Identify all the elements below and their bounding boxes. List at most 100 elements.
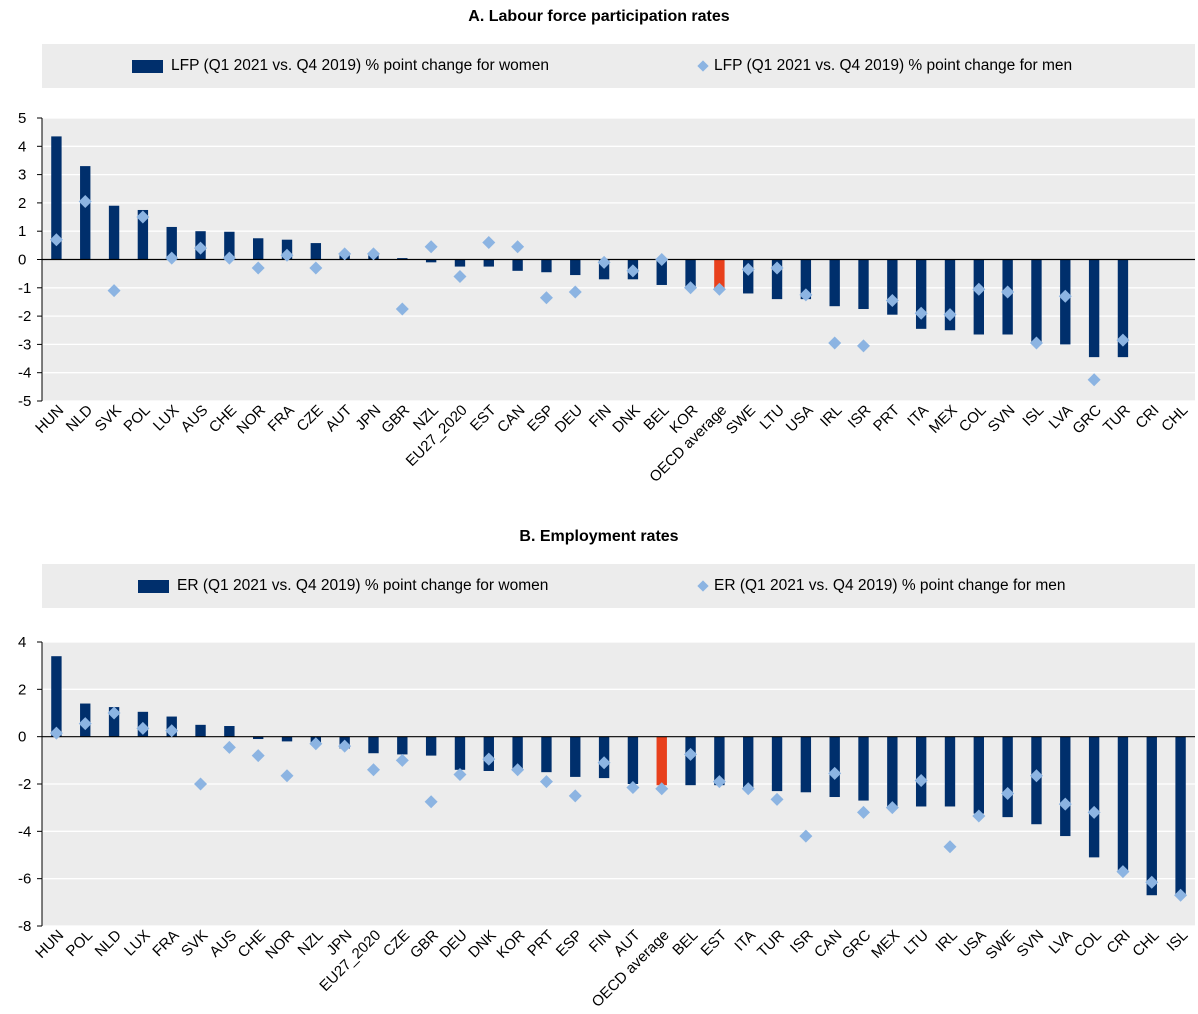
marker-che <box>251 749 265 763</box>
y-tick-label: -8 <box>18 918 31 935</box>
panel-a-legend: LFP (Q1 2021 vs. Q4 2019) % point change… <box>42 44 1195 88</box>
marker-pol <box>78 717 92 731</box>
y-tick-label: 0 <box>18 252 26 269</box>
marker-cze <box>395 753 409 767</box>
bar-can <box>829 736 840 798</box>
category-label: ESP <box>553 927 586 960</box>
y-tick-label: -1 <box>18 280 31 297</box>
category-label: AUS <box>178 402 212 436</box>
marker-lva <box>1058 289 1072 303</box>
panel-b-legend: ER (Q1 2021 vs. Q4 2019) % point change … <box>42 564 1195 608</box>
category-label: DNK <box>465 927 499 961</box>
bar-oecd-average <box>714 259 725 290</box>
marker-jpn <box>338 739 352 753</box>
marker-esp <box>539 291 553 305</box>
bar-can <box>512 259 523 271</box>
bar-tur <box>1117 259 1129 358</box>
bar-svk <box>108 205 120 260</box>
category-label: GBR <box>378 402 413 437</box>
y-tick-label: -4 <box>18 823 31 840</box>
marker-nld <box>78 194 92 208</box>
bar-aut <box>627 736 639 784</box>
bar-est <box>714 736 725 786</box>
category-label: IRL <box>817 402 846 431</box>
y-tick-label: -3 <box>18 336 31 353</box>
marker-mex <box>885 801 899 815</box>
category-label: FRA <box>149 927 182 960</box>
marker-grc <box>857 805 871 819</box>
panel-a-title: A. Labour force participation rates <box>468 8 730 25</box>
marker-cri <box>1116 865 1130 879</box>
bar-che <box>252 736 264 740</box>
marker-can <box>511 240 525 254</box>
category-label: USA <box>956 927 990 961</box>
legend-item-women: LFP (Q1 2021 vs. Q4 2019) % point change… <box>132 44 549 88</box>
marker-deu <box>568 285 582 299</box>
bar-ita <box>915 259 927 329</box>
category-label: CZE <box>293 402 326 435</box>
bar-irl <box>944 736 956 807</box>
category-label: CHL <box>1158 402 1191 435</box>
category-label: SVN <box>1013 927 1047 961</box>
category-label: TUR <box>754 927 788 961</box>
bar-nor <box>281 736 293 742</box>
marker-eu27-2020 <box>453 269 467 283</box>
marker-fra <box>165 724 179 738</box>
marker-prt <box>885 294 899 308</box>
marker-tur <box>770 792 784 806</box>
panel-a-plot: 5 4 3 2 1 0 -1 -2 -3 -4 -5HUNNLDSVKPOLLUXAUSCHENOR… <box>18 110 1195 486</box>
y-tick-label: 2 <box>18 681 26 698</box>
marker-col <box>972 282 986 296</box>
category-label: FIN <box>586 927 615 956</box>
bar-nzl <box>425 259 437 263</box>
marker-hun <box>49 726 63 740</box>
legend-label-women: ER (Q1 2021 vs. Q4 2019) % point change … <box>177 577 549 594</box>
y-tick-label: -6 <box>18 871 31 888</box>
category-label: NZL <box>295 927 327 959</box>
category-label: POL <box>63 927 96 960</box>
category-label: ISL <box>1163 927 1191 955</box>
category-label: CHL <box>1129 927 1162 960</box>
marker-lux <box>165 251 179 265</box>
category-label: AUT <box>322 402 355 435</box>
category-label: LUX <box>150 402 183 435</box>
bar-ltu <box>915 736 927 807</box>
bar-bel <box>685 736 696 786</box>
legend-label-women: LFP (Q1 2021 vs. Q4 2019) % point change… <box>171 57 549 74</box>
bar-prt <box>887 259 898 315</box>
marker-chl <box>1145 875 1159 889</box>
legend-item-men: LFP (Q1 2021 vs. Q4 2019) % point change… <box>697 44 1072 88</box>
y-tick-label: 1 <box>18 223 26 240</box>
category-label: DEU <box>552 402 586 436</box>
y-tick-label: -4 <box>18 365 31 382</box>
category-label: CHE <box>235 927 269 961</box>
marker-nld <box>107 706 121 720</box>
category-label: GRC <box>1069 402 1105 438</box>
category-label: HUN <box>32 402 67 437</box>
marker-est <box>712 775 726 789</box>
marker-can <box>828 766 842 780</box>
marker-lva <box>1058 797 1072 811</box>
bar-deu <box>454 736 466 770</box>
bar-aus <box>224 726 235 737</box>
marker-usa <box>972 809 986 823</box>
bar-cze <box>310 243 322 260</box>
marker-fra <box>280 248 294 262</box>
category-label: GRC <box>839 927 875 963</box>
marker-aus <box>222 740 236 754</box>
panel-b-title: B. Employment rates <box>519 528 679 545</box>
bar-cri <box>1117 736 1129 873</box>
category-label: GBR <box>407 927 442 962</box>
y-tick-label: 5 <box>18 110 26 127</box>
y-tick-label: -2 <box>18 308 31 325</box>
category-label: CRI <box>1103 927 1133 957</box>
category-label: IRL <box>932 927 961 956</box>
bar-est <box>483 259 494 267</box>
category-label: CHE <box>206 402 240 436</box>
bar-isl <box>1175 736 1186 895</box>
category-label: POL <box>120 402 153 435</box>
marker-pol <box>136 210 150 224</box>
bar-bel <box>656 259 667 285</box>
y-tick-label: -2 <box>18 776 31 793</box>
marker-svk <box>194 777 208 791</box>
